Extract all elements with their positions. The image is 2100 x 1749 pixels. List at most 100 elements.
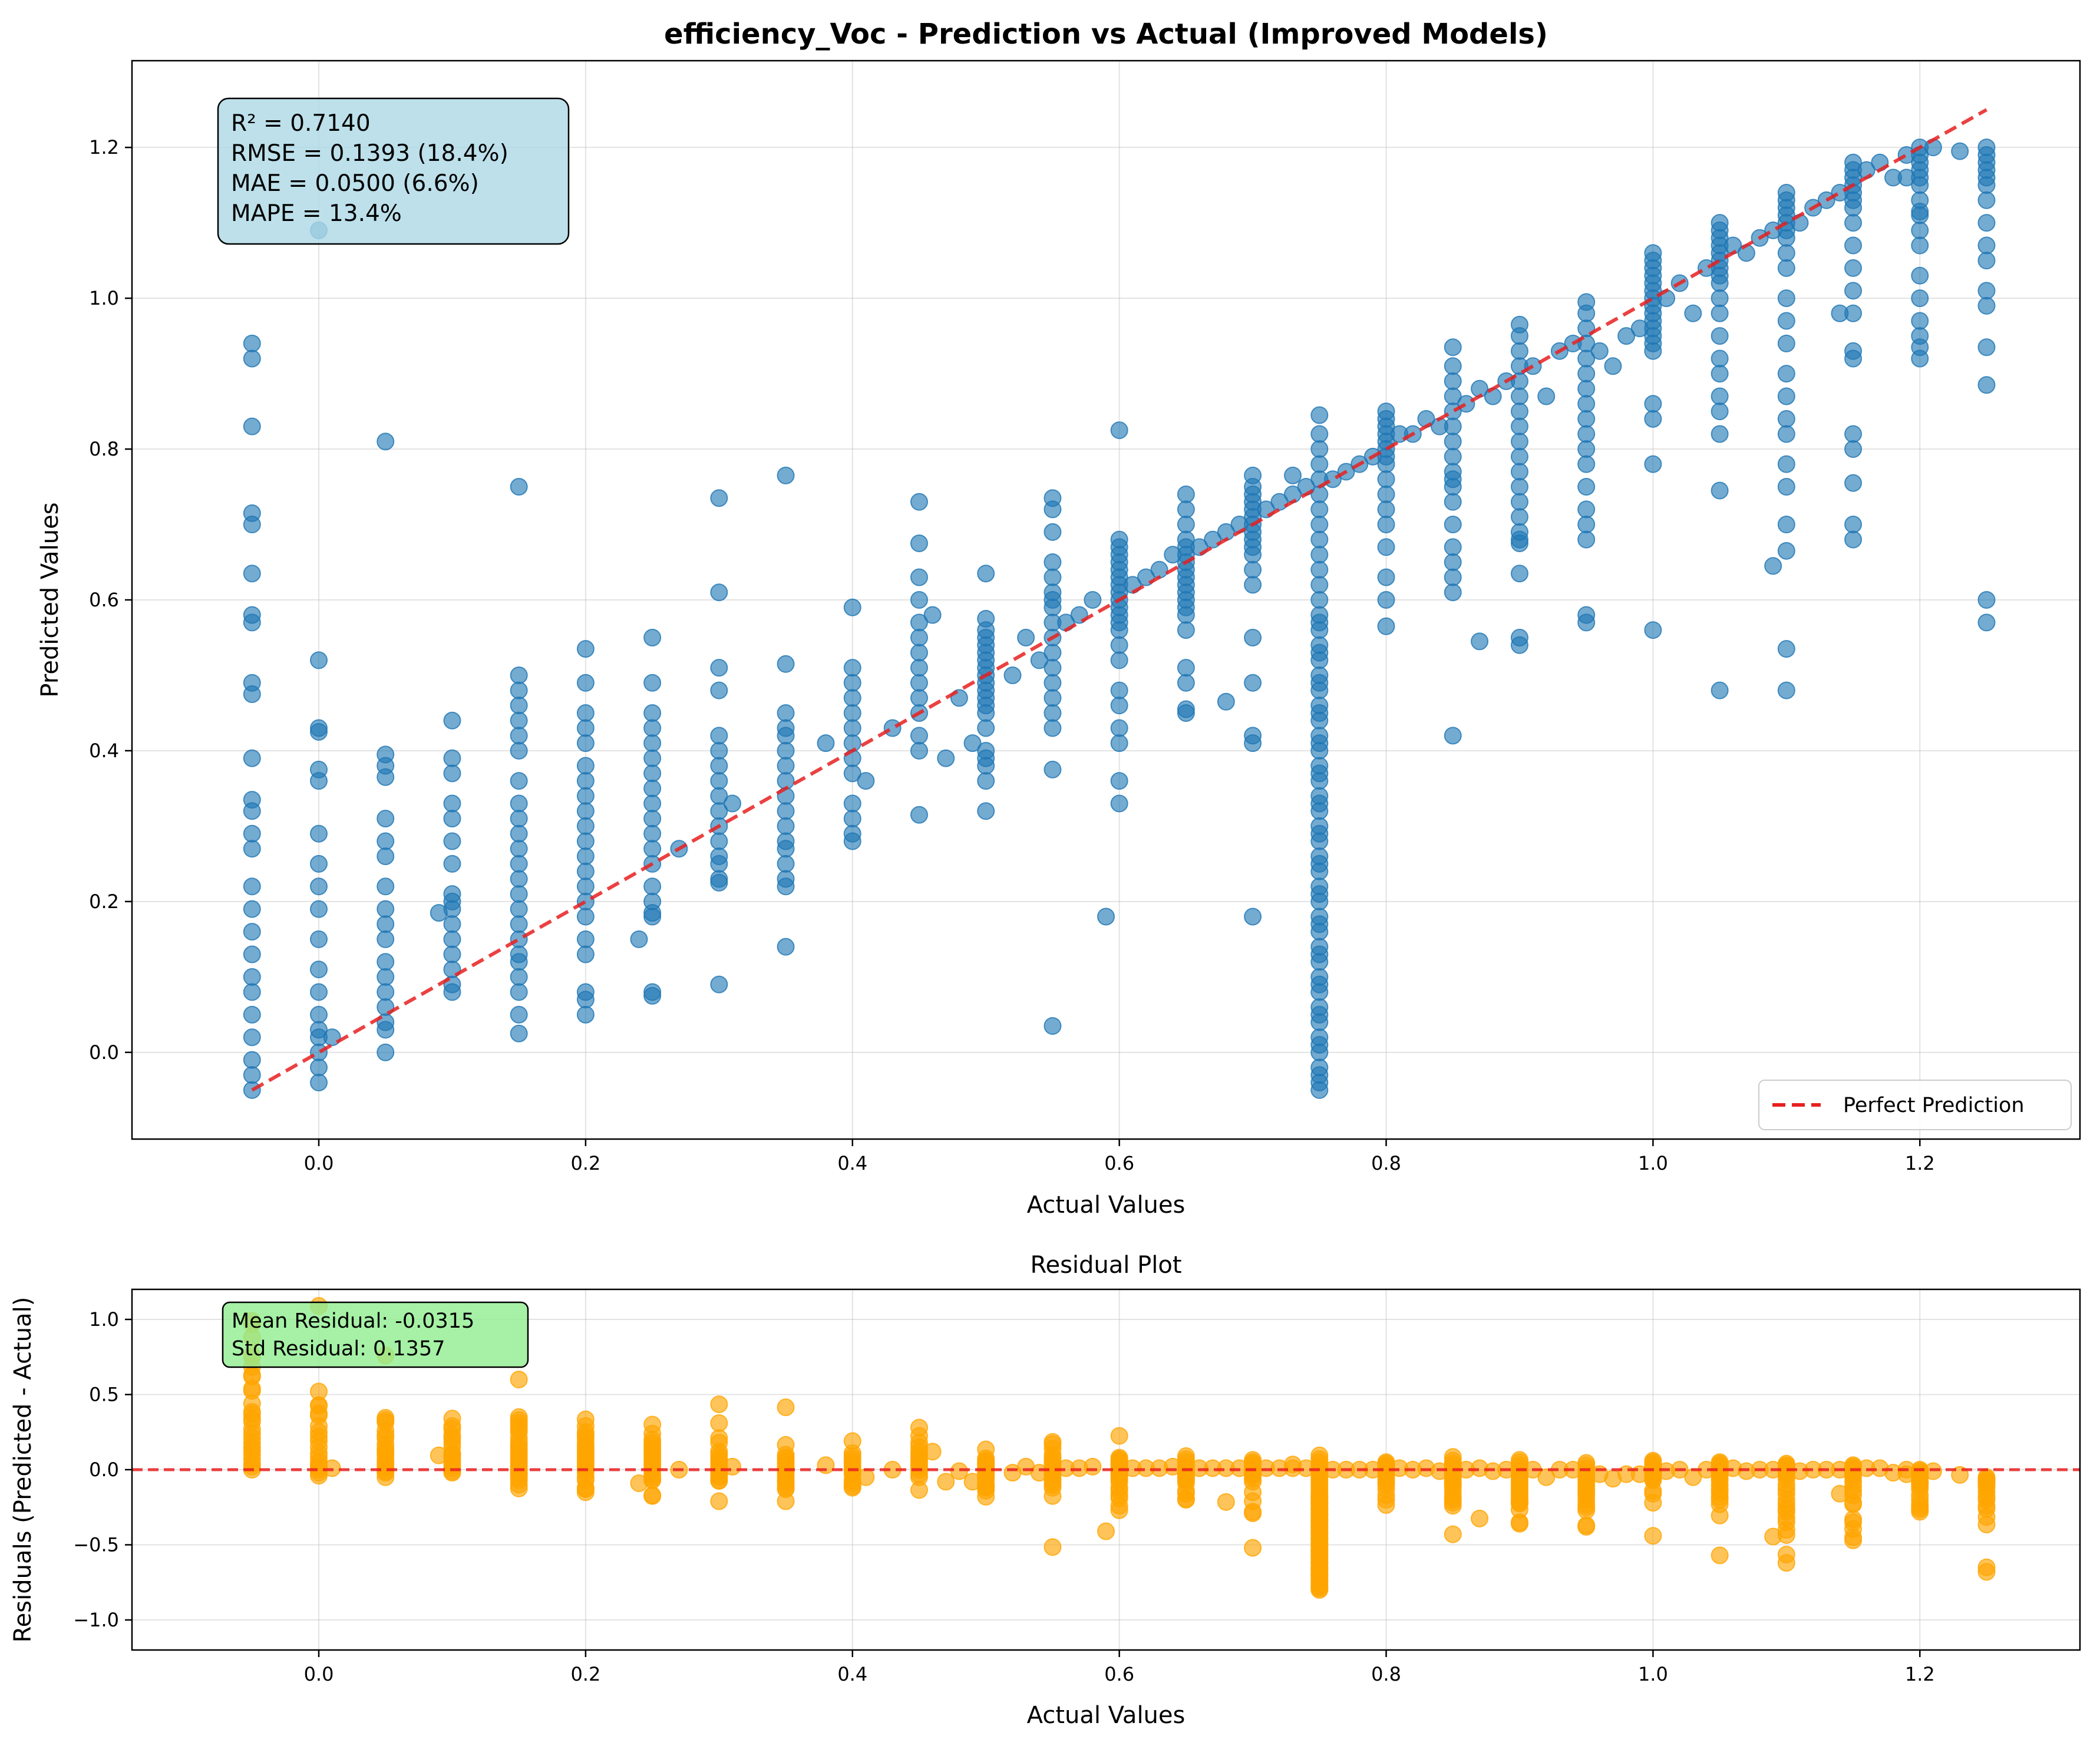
residual-point xyxy=(1217,1493,1235,1511)
residual-point xyxy=(576,1483,595,1502)
prediction-point xyxy=(443,854,461,873)
prediction-point xyxy=(1244,734,1262,753)
prediction-point xyxy=(1510,417,1528,435)
residual-point xyxy=(923,1443,942,1461)
residual-y-tick-label: −0.5 xyxy=(73,1534,119,1556)
prediction-point xyxy=(443,832,461,850)
residual-point xyxy=(1711,1546,1729,1565)
prediction-point xyxy=(510,945,528,963)
prediction-point xyxy=(510,1005,528,1024)
prediction-point xyxy=(777,802,795,820)
residual-point xyxy=(510,1479,528,1497)
prediction-y-tick-label: 0.0 xyxy=(89,1041,119,1064)
prediction-point xyxy=(377,900,395,918)
prediction-point xyxy=(1244,576,1262,594)
residual-point xyxy=(1537,1468,1556,1486)
prediction-point xyxy=(443,915,461,933)
residual-point xyxy=(643,1471,662,1489)
prediction-point xyxy=(1911,312,1929,330)
prediction-y-tick-label: 0.2 xyxy=(89,890,119,913)
stat-mae: MAE = 0.0500 (6.6%) xyxy=(231,170,479,197)
prediction-point xyxy=(1310,1081,1329,1099)
prediction-point xyxy=(377,768,395,786)
prediction-point xyxy=(1951,142,1969,160)
prediction-x-tick-label: 1.0 xyxy=(1638,1152,1668,1174)
prediction-point xyxy=(643,779,662,797)
prediction-point xyxy=(643,749,662,767)
prediction-point xyxy=(1911,266,1929,285)
prediction-point xyxy=(643,794,662,813)
stat-mean-residual: Mean Residual: -0.0315 xyxy=(232,1309,474,1333)
residual-point xyxy=(1644,1527,1662,1545)
prediction-point xyxy=(1711,349,1729,368)
prediction-point xyxy=(1444,357,1462,375)
prediction-point xyxy=(643,877,662,896)
residual-point xyxy=(1911,1473,1929,1491)
prediction-point xyxy=(243,840,261,858)
prediction-point xyxy=(1377,568,1395,586)
prediction-point xyxy=(243,1066,261,1084)
prediction-point xyxy=(310,722,328,741)
prediction-point xyxy=(777,938,795,956)
prediction-point xyxy=(443,945,461,963)
prediction-point xyxy=(243,802,261,820)
residual-point xyxy=(977,1481,995,1500)
prediction-point xyxy=(643,986,662,1005)
prediction-point xyxy=(1110,772,1128,790)
residual-point xyxy=(1777,1526,1795,1544)
residual-panel: Residual Plot 0.0 0.2 0.4 0.6 0.8 1.0 1.2 −1.0… xyxy=(9,1252,2081,1729)
prediction-point xyxy=(1110,719,1128,737)
prediction-point xyxy=(1377,591,1395,609)
prediction-point xyxy=(1110,651,1128,669)
prediction-point xyxy=(510,478,528,496)
prediction-point xyxy=(1284,466,1302,484)
prediction-point xyxy=(843,832,861,850)
prediction-point xyxy=(243,685,261,703)
residual-point xyxy=(710,1414,728,1432)
prediction-point xyxy=(1711,274,1729,292)
residual-x-tick-label: 0.0 xyxy=(304,1663,334,1685)
prediction-point xyxy=(377,832,395,850)
prediction-point xyxy=(1617,327,1636,345)
residual-point xyxy=(1777,1554,1795,1572)
prediction-point xyxy=(1510,478,1528,496)
prediction-point xyxy=(977,772,995,790)
prediction-point xyxy=(710,832,728,850)
prediction-point xyxy=(1510,433,1528,451)
prediction-point xyxy=(1844,349,1863,368)
prediction-point xyxy=(1684,304,1702,322)
prediction-point xyxy=(1844,259,1863,277)
prediction-point xyxy=(576,734,595,753)
prediction-point xyxy=(1977,176,1996,194)
prediction-point xyxy=(576,945,595,963)
prediction-point xyxy=(643,908,662,926)
prediction-point xyxy=(1044,1017,1062,1035)
prediction-point xyxy=(1017,628,1035,646)
prediction-point xyxy=(1310,854,1329,873)
prediction-point xyxy=(1310,576,1329,594)
prediction-point xyxy=(377,433,395,451)
prediction-point xyxy=(1510,508,1528,526)
prediction-point xyxy=(1510,636,1528,654)
prediction-point xyxy=(1577,478,1596,496)
prediction-y-tick-label: 1.2 xyxy=(89,136,119,159)
prediction-point xyxy=(377,810,395,828)
prediction-point xyxy=(1310,824,1329,843)
residual-point xyxy=(443,1446,461,1464)
prediction-point xyxy=(1577,613,1596,632)
prediction-point xyxy=(377,983,395,1001)
prediction-point xyxy=(1310,560,1329,579)
prediction-point xyxy=(910,674,928,692)
residual-y-tick-label: 0.5 xyxy=(89,1384,119,1406)
prediction-point xyxy=(576,817,595,835)
prediction-point xyxy=(243,968,261,986)
prediction-point xyxy=(1510,327,1528,345)
prediction-point xyxy=(723,794,741,813)
prediction-point xyxy=(1444,727,1462,745)
prediction-point xyxy=(1377,485,1395,503)
prediction-point xyxy=(1577,380,1596,398)
prediction-point xyxy=(443,764,461,783)
residual-point xyxy=(643,1487,662,1505)
prediction-point xyxy=(710,681,728,699)
